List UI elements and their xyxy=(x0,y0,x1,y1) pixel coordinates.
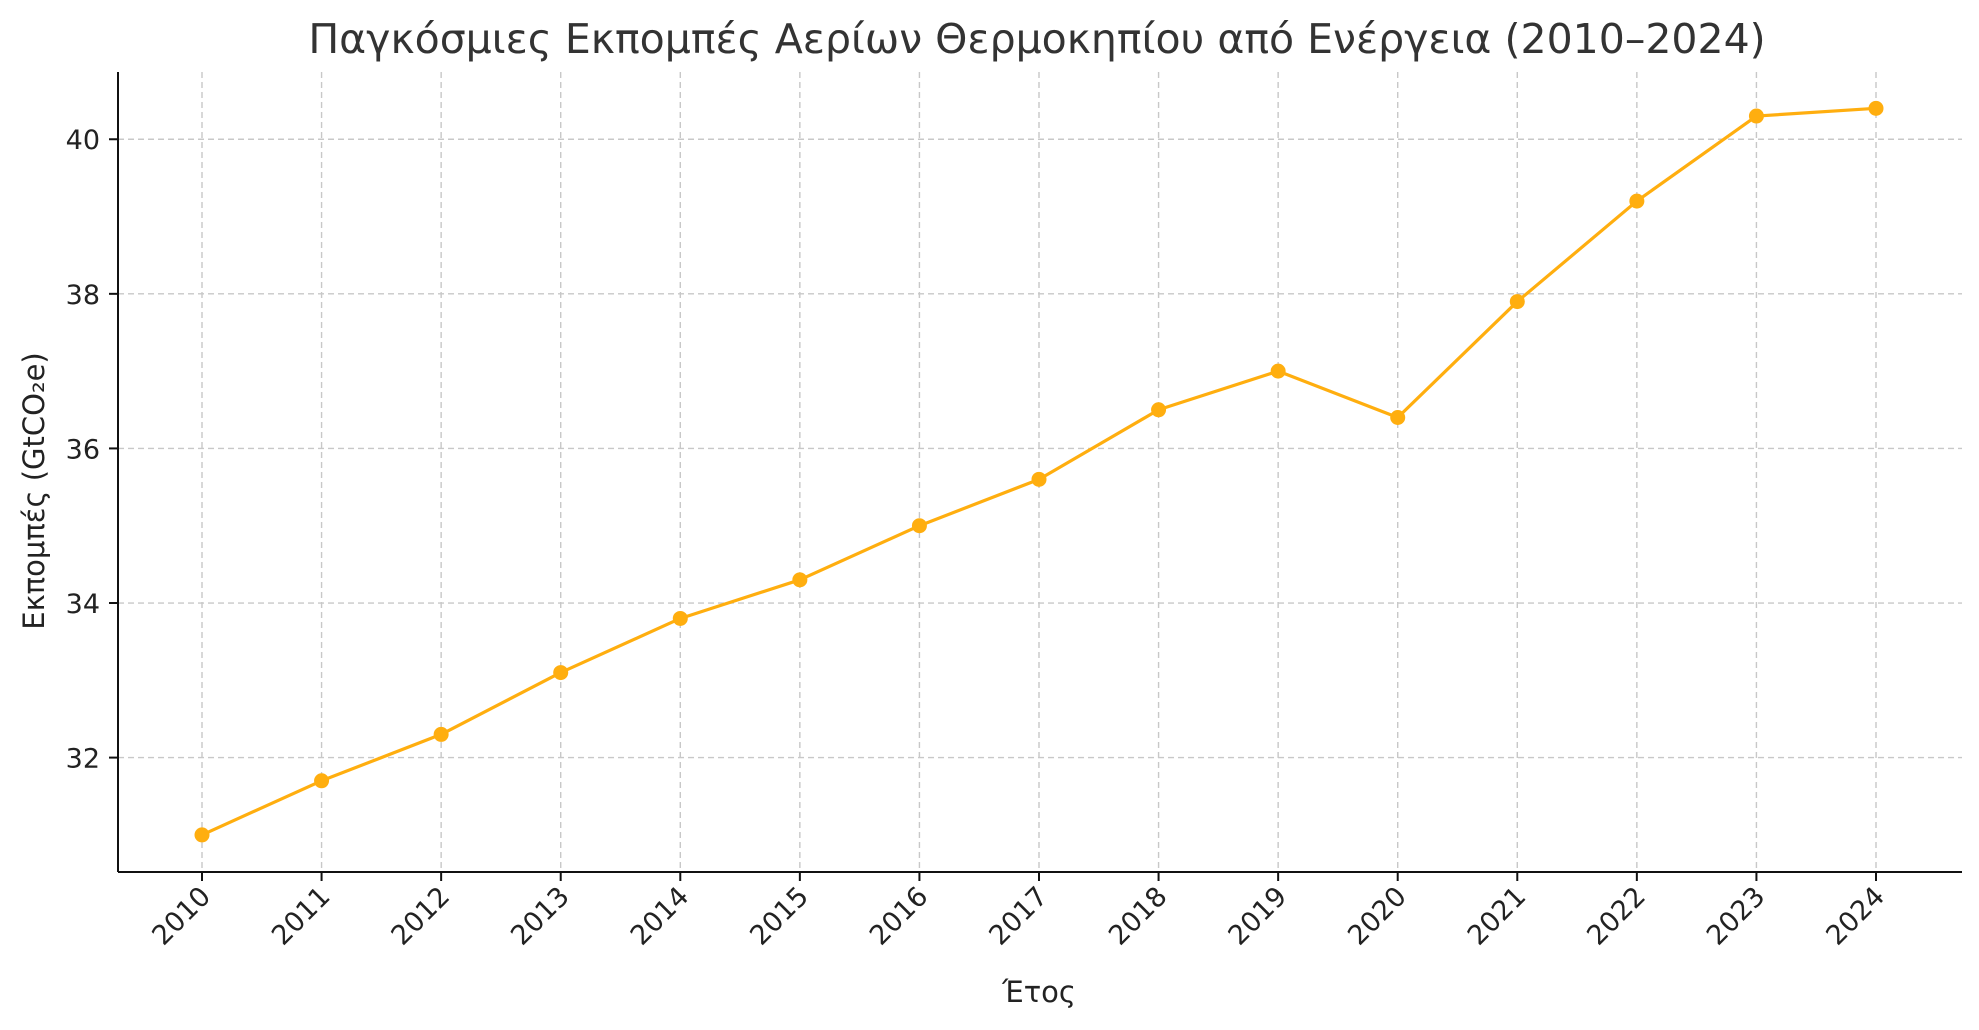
chart-title: Παγκόσμιες Εκπομπές Αερίων Θερμοκηπίου α… xyxy=(308,15,1765,63)
x-tick-label: 2020 xyxy=(1342,881,1413,952)
data-point xyxy=(553,665,569,681)
data-point xyxy=(1270,363,1286,379)
data-point xyxy=(1390,410,1406,426)
x-tick-label: 2024 xyxy=(1820,881,1891,952)
data-point xyxy=(1868,100,1884,116)
x-tick-label: 2018 xyxy=(1103,881,1174,952)
y-tick-label: 32 xyxy=(66,744,100,775)
x-tick-label: 2015 xyxy=(744,881,815,952)
x-tick-label: 2023 xyxy=(1701,881,1772,952)
x-axis-title: Έτος xyxy=(1001,975,1076,1009)
x-tick-label: 2011 xyxy=(266,881,337,952)
data-point xyxy=(1031,471,1047,487)
data-point xyxy=(1509,294,1525,310)
x-tick-label: 2016 xyxy=(864,881,935,952)
data-point xyxy=(433,726,449,742)
data-point xyxy=(314,773,330,789)
data-point xyxy=(1151,402,1167,418)
y-tick-label: 34 xyxy=(66,589,100,620)
data-point xyxy=(194,827,210,843)
x-tick-label: 2012 xyxy=(386,881,457,952)
data-point xyxy=(792,572,808,588)
x-tick-label: 2017 xyxy=(983,881,1054,952)
x-tick-label: 2014 xyxy=(625,881,696,952)
data-point xyxy=(1748,108,1764,124)
data-point xyxy=(911,518,927,534)
x-tick-label: 2010 xyxy=(146,881,217,952)
x-tick-label: 2021 xyxy=(1462,881,1533,952)
x-tick-label: 2019 xyxy=(1223,881,1294,952)
series xyxy=(194,100,1884,843)
y-tick-label: 38 xyxy=(66,280,100,311)
data-point xyxy=(1629,193,1645,209)
ticks: 2010 2011 2012 2013 2014 2015 2016 2017 2018 2019… xyxy=(66,125,1891,951)
data-point xyxy=(672,610,688,626)
y-tick-label: 36 xyxy=(66,434,100,465)
x-tick-label: 2022 xyxy=(1581,881,1652,952)
y-tick-label: 40 xyxy=(66,125,100,156)
x-tick-label: 2013 xyxy=(505,881,576,952)
y-axis-title: Εκπομπές (GtCO₂e) xyxy=(17,352,51,629)
